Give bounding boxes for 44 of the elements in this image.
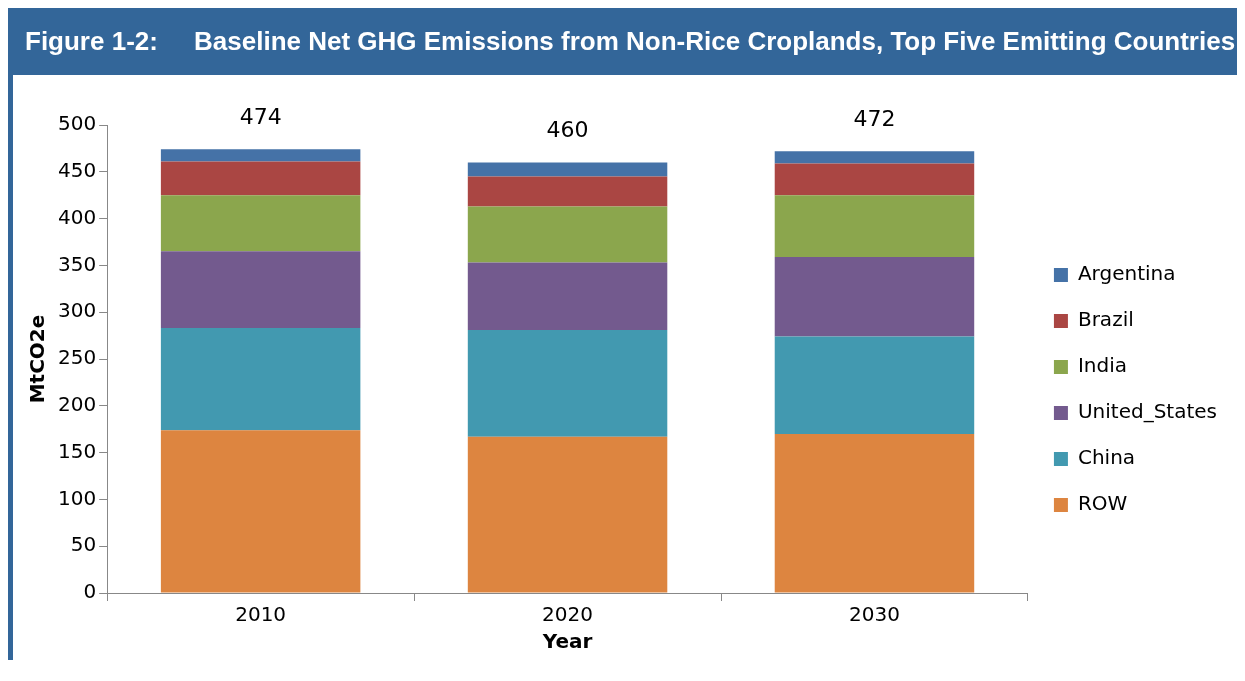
bar [467, 262, 668, 330]
total-label: 460 [546, 117, 589, 143]
bar [467, 176, 668, 207]
total-label: 472 [853, 105, 896, 131]
total-label: 474 [239, 104, 282, 130]
bar [774, 433, 975, 593]
bar [774, 151, 975, 164]
x-axis-title: Year [541, 629, 593, 654]
x-tick-label: 2030 [849, 602, 900, 627]
y-tick-label: 150 [57, 438, 97, 463]
x-tick-label: 2020 [542, 602, 593, 627]
bar [774, 336, 975, 434]
bar [774, 195, 975, 257]
bar [467, 206, 668, 263]
y-tick-label: 500 [57, 111, 97, 136]
bar [160, 149, 361, 162]
bar [467, 436, 668, 593]
y-tick-label: 400 [57, 204, 97, 229]
bar [467, 162, 668, 177]
legend-label: China [1077, 445, 1136, 470]
y-tick-label: 250 [57, 345, 97, 370]
y-tick-label: 300 [57, 298, 97, 323]
bar [160, 430, 361, 593]
y-tick-label: 0 [83, 579, 97, 604]
legend-label: United_States [1077, 399, 1218, 424]
chart-title: Figure 1-2: Baseline Net GHG Emissions from Non-Rice Croplands, Top Five Emitting Countries [13, 8, 1237, 75]
bar [774, 256, 975, 337]
x-tick-label: 2010 [235, 602, 287, 627]
y-tick-label: 450 [57, 158, 97, 182]
legend-label: ROW [1077, 491, 1128, 516]
y-tick-label: 350 [57, 251, 97, 276]
bar [160, 328, 361, 431]
y-tick-label: 200 [57, 392, 97, 416]
bar [467, 329, 668, 437]
y-tick-label: 100 [57, 485, 97, 510]
y-axis-title: MtCO2e [25, 314, 50, 404]
legend-label: Argentina [1077, 261, 1176, 286]
bar [160, 251, 361, 329]
bar [774, 163, 975, 196]
bar [160, 161, 361, 196]
legend-label: India [1077, 353, 1128, 378]
legend-label: Brazil [1077, 307, 1134, 332]
bar [160, 195, 361, 252]
y-tick-label: 50 [70, 532, 97, 557]
